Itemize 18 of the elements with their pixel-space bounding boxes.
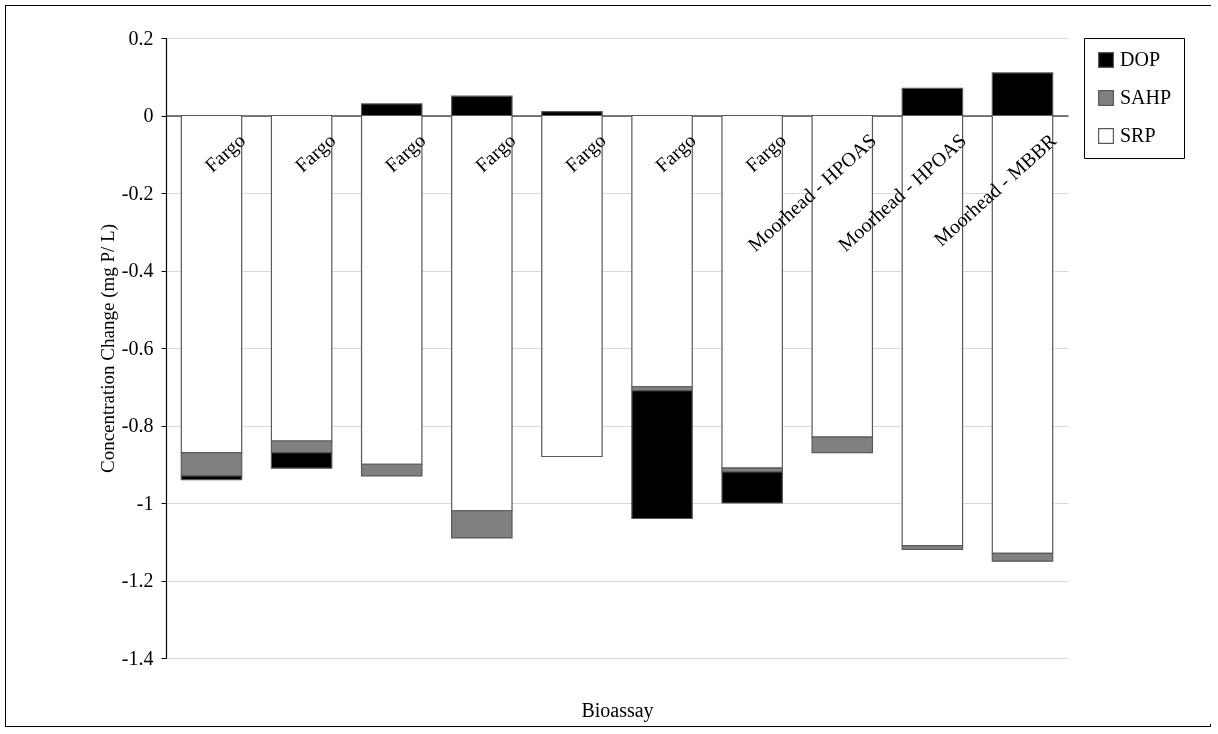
bar	[541, 114, 603, 458]
y-tick-label: -1	[136, 491, 154, 514]
y-tick-label: -0.4	[121, 259, 154, 281]
y-axis-title: Concentration Change (mg P/ L)	[96, 223, 119, 474]
y-tick-label: -1.2	[121, 569, 154, 591]
y-tick-label: 0.2	[128, 26, 154, 49]
legend-label: SRP	[1120, 124, 1156, 146]
bar	[631, 114, 693, 388]
legend-label: DOP	[1120, 48, 1161, 70]
y-tick-label: 0	[143, 104, 154, 126]
bar	[631, 390, 693, 520]
bar	[721, 471, 783, 504]
legend-label: SAHP	[1120, 86, 1172, 108]
y-tick-label: -0.8	[121, 414, 154, 436]
y-tick-label: -0.6	[121, 336, 154, 359]
x-axis-title: Bioassay	[581, 698, 654, 722]
y-tick-label: -1.4	[121, 646, 154, 669]
y-tick-label: -0.2	[121, 181, 154, 204]
